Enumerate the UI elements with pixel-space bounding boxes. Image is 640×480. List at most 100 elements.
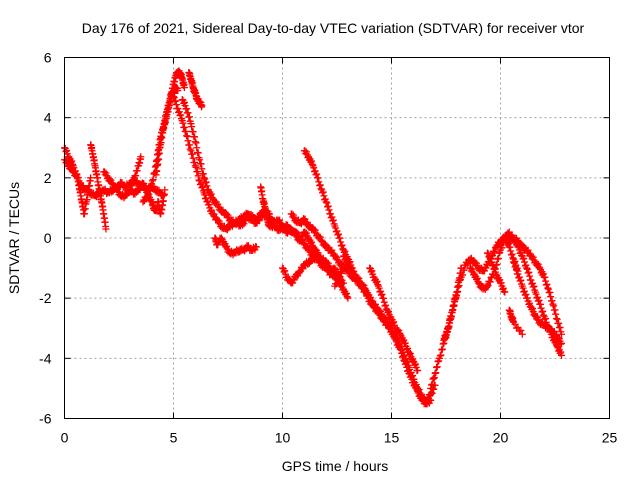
data-point bbox=[535, 296, 543, 304]
data-point bbox=[520, 254, 528, 262]
data-point bbox=[484, 282, 492, 290]
data-point bbox=[428, 380, 436, 388]
data-point bbox=[491, 264, 499, 272]
data-point bbox=[186, 145, 194, 153]
data-point bbox=[202, 178, 210, 186]
data-point bbox=[544, 284, 552, 292]
data-point bbox=[520, 258, 528, 266]
data-point bbox=[523, 294, 531, 302]
data-point bbox=[395, 342, 403, 350]
data-point bbox=[432, 369, 440, 377]
data-point bbox=[144, 192, 152, 200]
data-point bbox=[428, 389, 436, 397]
data-point bbox=[175, 108, 183, 116]
data-point bbox=[323, 199, 331, 207]
data-point bbox=[334, 276, 342, 284]
data-point bbox=[532, 290, 540, 298]
data-point bbox=[199, 170, 207, 178]
data-point bbox=[299, 265, 307, 273]
data-point bbox=[170, 94, 178, 102]
data-point bbox=[364, 291, 372, 299]
data-point bbox=[552, 341, 560, 349]
data-point bbox=[517, 326, 525, 334]
data-point bbox=[324, 203, 332, 211]
data-point bbox=[516, 277, 524, 285]
data-point bbox=[187, 120, 195, 128]
series-arc-19 bbox=[366, 264, 422, 375]
data-point bbox=[493, 260, 501, 268]
data-point bbox=[381, 302, 389, 310]
x-tick-labels: 0 5 10 15 20 25 bbox=[61, 430, 618, 446]
data-point bbox=[530, 282, 538, 290]
data-point bbox=[390, 318, 398, 326]
data-point bbox=[329, 217, 337, 225]
data-point bbox=[336, 273, 344, 281]
data-point bbox=[198, 184, 206, 192]
data-point bbox=[149, 176, 157, 184]
data-point bbox=[526, 299, 534, 307]
series-arc-26 bbox=[505, 234, 566, 338]
y-tick-label: -4 bbox=[39, 350, 52, 366]
y-tick-label: -6 bbox=[39, 411, 52, 427]
data-point bbox=[550, 302, 558, 310]
data-point bbox=[528, 304, 536, 312]
data-point bbox=[193, 144, 201, 152]
series-arc-7 bbox=[152, 67, 188, 179]
data-point bbox=[102, 225, 110, 233]
data-point bbox=[403, 344, 411, 352]
data-series bbox=[61, 67, 566, 408]
data-point bbox=[525, 268, 533, 276]
data-point bbox=[377, 287, 385, 295]
data-point bbox=[194, 172, 202, 180]
data-point bbox=[403, 363, 411, 371]
data-point bbox=[191, 162, 199, 170]
data-point bbox=[557, 340, 565, 348]
data-point bbox=[333, 227, 341, 235]
data-point bbox=[543, 280, 551, 288]
data-point bbox=[318, 189, 326, 197]
y-tick-label: 2 bbox=[44, 170, 52, 186]
data-point bbox=[494, 255, 502, 263]
data-point bbox=[390, 331, 398, 339]
data-point bbox=[380, 298, 388, 306]
data-point bbox=[414, 366, 422, 374]
data-point bbox=[544, 285, 552, 293]
data-point bbox=[499, 284, 507, 292]
data-point bbox=[427, 384, 435, 392]
data-point bbox=[542, 281, 550, 289]
data-point bbox=[328, 213, 336, 221]
data-point bbox=[385, 307, 393, 315]
data-point bbox=[536, 264, 544, 272]
data-point bbox=[457, 264, 465, 272]
data-point bbox=[183, 132, 191, 140]
data-point bbox=[332, 280, 340, 288]
data-point bbox=[191, 133, 199, 141]
data-point bbox=[512, 262, 520, 270]
data-point bbox=[180, 98, 188, 106]
data-point bbox=[539, 307, 547, 315]
data-point bbox=[431, 369, 439, 377]
x-axis-label: GPS time / hours bbox=[282, 458, 389, 474]
data-point bbox=[526, 272, 534, 280]
data-point bbox=[369, 270, 377, 278]
data-point bbox=[180, 123, 188, 131]
data-point bbox=[331, 270, 339, 278]
data-point bbox=[332, 224, 340, 232]
data-point bbox=[501, 288, 509, 296]
data-point bbox=[401, 360, 409, 368]
data-point bbox=[527, 276, 535, 284]
data-point bbox=[486, 278, 494, 286]
data-point bbox=[199, 183, 207, 191]
data-point bbox=[185, 113, 193, 121]
data-point bbox=[196, 156, 204, 164]
series-arc-3 bbox=[87, 141, 110, 233]
data-point bbox=[552, 310, 560, 318]
data-point bbox=[401, 339, 409, 347]
data-point bbox=[87, 174, 95, 182]
data-point bbox=[315, 178, 323, 186]
data-point bbox=[201, 179, 209, 187]
data-point bbox=[342, 258, 350, 266]
data-point bbox=[200, 174, 208, 182]
data-point bbox=[373, 277, 381, 285]
